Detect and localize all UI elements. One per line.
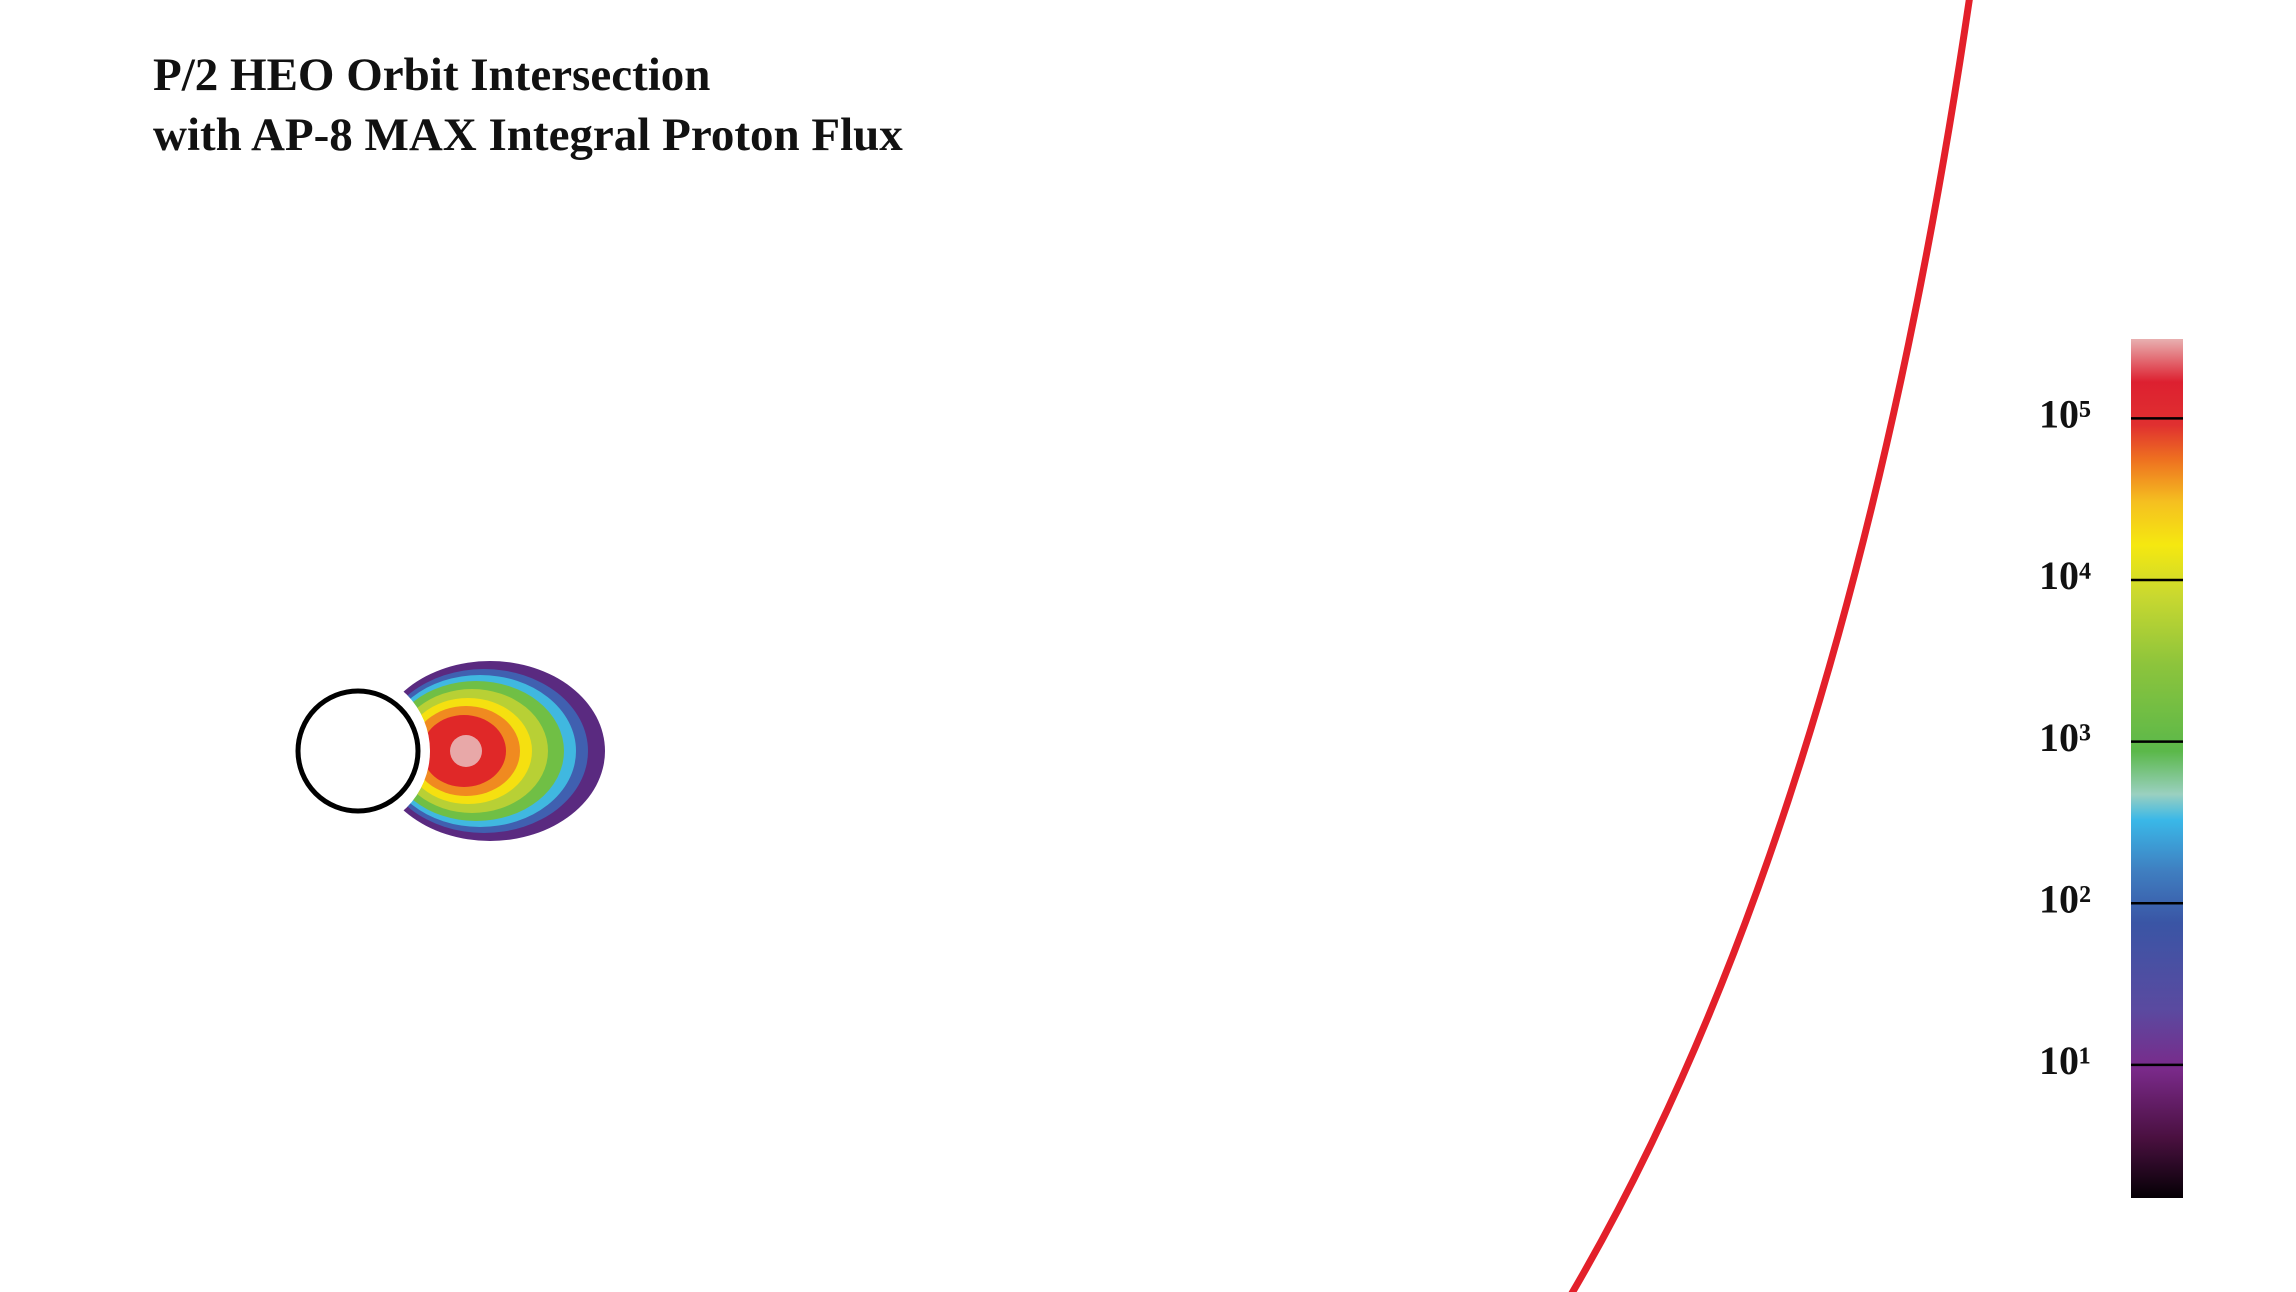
colorbar-tick-label: 10² bbox=[2039, 876, 2091, 921]
colorbar bbox=[2131, 339, 2183, 1198]
colorbar-tick-label: 10⁵ bbox=[2039, 392, 2091, 437]
title-line: with AP-8 MAX Integral Proton Flux bbox=[153, 109, 903, 161]
orbit-path bbox=[1568, 0, 1973, 1292]
colorbar-ticks: 10⁵ 10⁴ 10³ 10² 10¹ bbox=[2039, 392, 2183, 1083]
colorbar-tick-label: 10³ bbox=[2039, 715, 2091, 760]
flux-contour bbox=[450, 735, 482, 767]
colorbar-tick-label: 10¹ bbox=[2039, 1038, 2091, 1083]
title-line: P/2 HEO Orbit Intersection bbox=[153, 49, 710, 101]
earth bbox=[295, 688, 421, 814]
colorbar-tick-label: 10⁴ bbox=[2039, 553, 2091, 598]
